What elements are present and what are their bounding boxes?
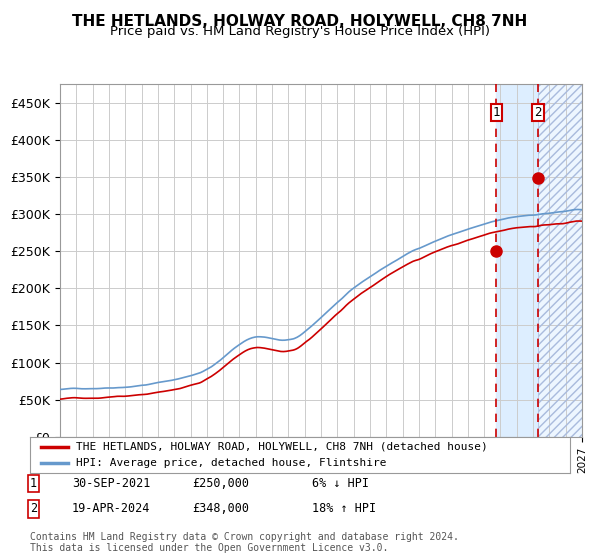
Text: THE HETLANDS, HOLWAY ROAD, HOLYWELL, CH8 7NH: THE HETLANDS, HOLWAY ROAD, HOLYWELL, CH8… (73, 14, 527, 29)
Text: £250,000: £250,000 (192, 477, 249, 490)
Text: Price paid vs. HM Land Registry's House Price Index (HPI): Price paid vs. HM Land Registry's House … (110, 25, 490, 38)
Text: 2: 2 (534, 106, 542, 119)
Text: 18% ↑ HPI: 18% ↑ HPI (312, 502, 376, 515)
Text: 30-SEP-2021: 30-SEP-2021 (72, 477, 151, 490)
Text: 1: 1 (30, 477, 37, 490)
Bar (538, 84, 582, 437)
Text: 1: 1 (493, 106, 500, 119)
Text: 2: 2 (30, 502, 37, 515)
Text: 6% ↓ HPI: 6% ↓ HPI (312, 477, 369, 490)
Text: THE HETLANDS, HOLWAY ROAD, HOLYWELL, CH8 7NH (detached house): THE HETLANDS, HOLWAY ROAD, HOLYWELL, CH8… (76, 442, 488, 452)
Text: £348,000: £348,000 (192, 502, 249, 515)
Text: HPI: Average price, detached house, Flintshire: HPI: Average price, detached house, Flin… (76, 458, 386, 468)
Bar (496, 84, 538, 437)
Text: Contains HM Land Registry data © Crown copyright and database right 2024.
This d: Contains HM Land Registry data © Crown c… (30, 531, 459, 553)
Bar (538, 84, 582, 437)
Text: 19-APR-2024: 19-APR-2024 (72, 502, 151, 515)
